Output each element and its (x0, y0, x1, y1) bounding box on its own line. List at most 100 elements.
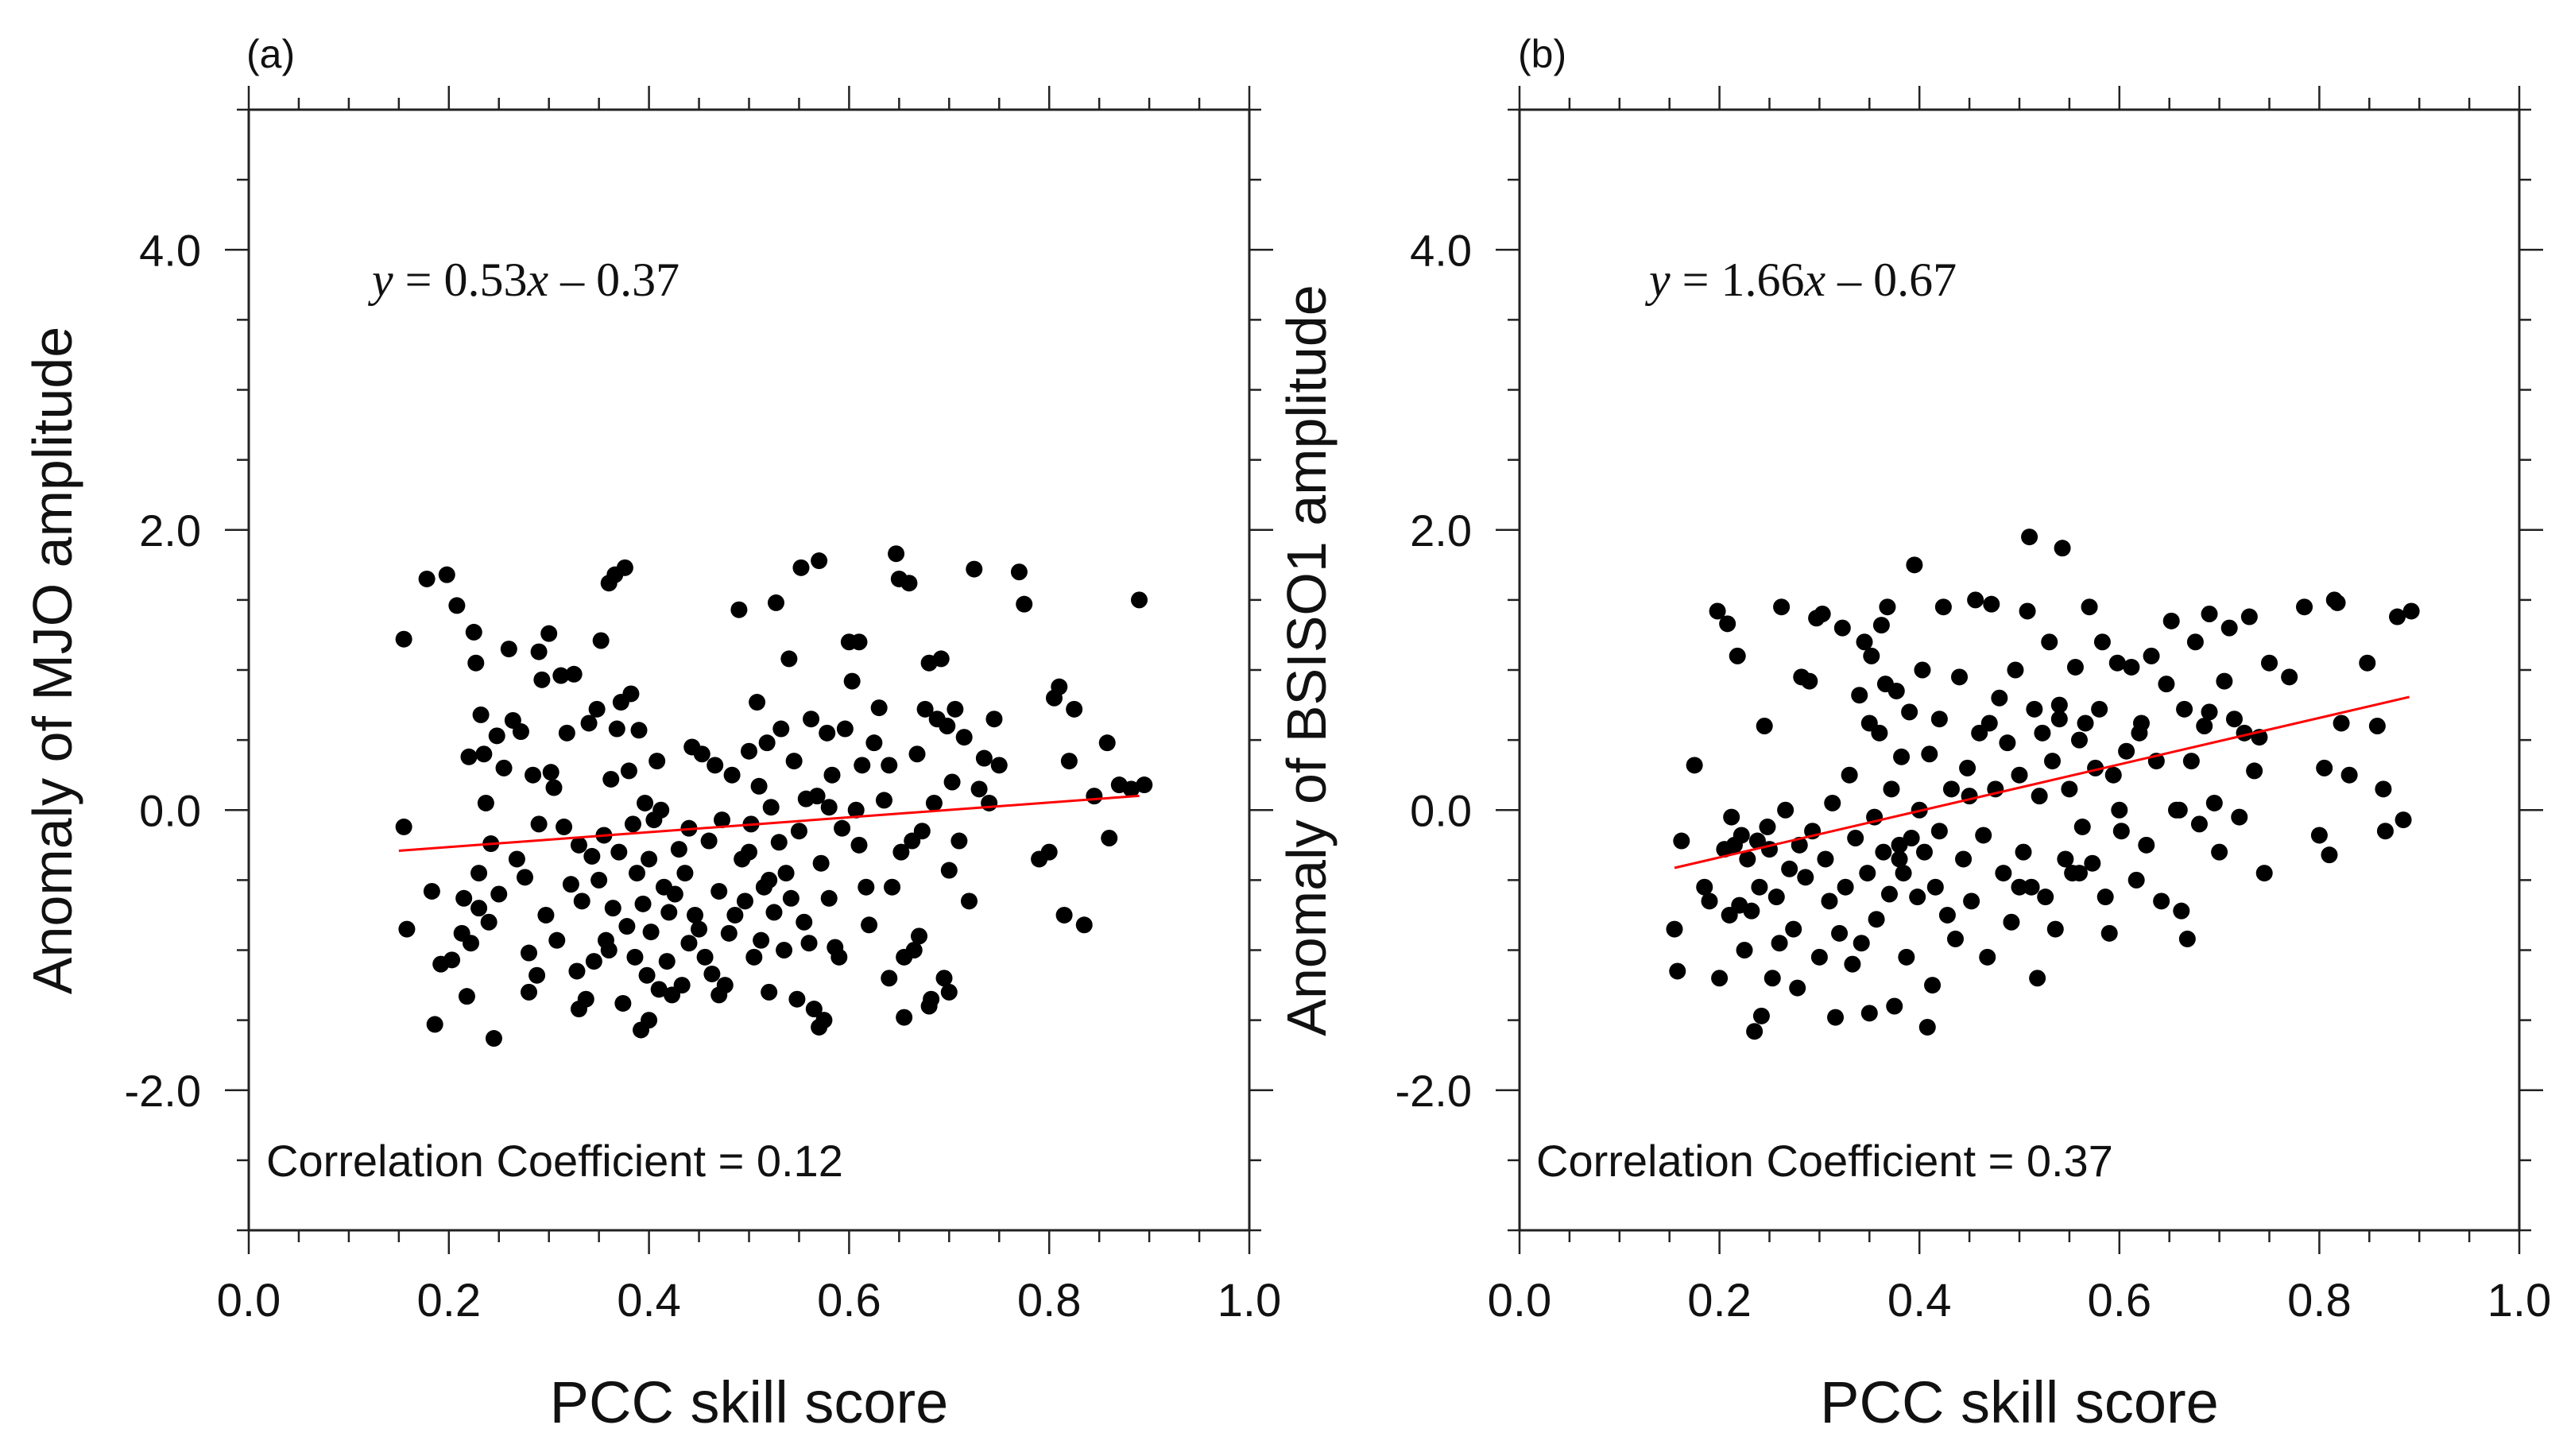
scatter-point (1016, 595, 1033, 613)
scatter-point (812, 854, 830, 872)
scatter-point (472, 706, 490, 723)
regression-equation: y = 0.53x – 0.37 (367, 254, 679, 306)
scatter-point (530, 815, 548, 833)
scatter-point (608, 720, 625, 738)
scatter-point (1814, 606, 1831, 622)
scatter-point (634, 895, 652, 912)
scatter-point (512, 723, 529, 741)
scatter-point (947, 700, 964, 718)
scatter-point (966, 560, 983, 578)
equation-part: y (367, 254, 393, 306)
scatter-point (1893, 748, 1911, 765)
equation-part: x (1803, 254, 1825, 306)
scatter-point (935, 970, 953, 987)
y-axis-label: Anomaly of BSISO1 amplitude (1276, 285, 1338, 1036)
scatter-point (455, 889, 473, 907)
scatter-point (1086, 788, 1103, 805)
scatter-point (1781, 860, 1798, 877)
scatter-point (981, 794, 998, 811)
y-tick-label: -2.0 (125, 1066, 202, 1116)
scatter-point (1859, 865, 1876, 882)
scatter-point (2087, 759, 2104, 776)
scatter-point (1906, 556, 1923, 574)
scatter-point (465, 623, 482, 641)
scatter-point (1860, 714, 1878, 732)
scatter-point (820, 799, 838, 816)
scatter-point (2019, 602, 2036, 620)
scatter-point (1942, 780, 1960, 798)
scatter-point (1903, 830, 1920, 846)
scatter-point (1817, 850, 1834, 868)
scatter-point (2046, 920, 2064, 938)
scatter-point (2205, 794, 2223, 811)
correlation-coefficient: Correlation Coefficient = 0.37 (1536, 1136, 2113, 1186)
scatter-point (749, 694, 766, 711)
scatter-point (1736, 942, 1753, 958)
x-axis-label: PCC skill score (550, 1369, 949, 1435)
regression-line (398, 794, 1140, 852)
y-axis-label: Anomaly of MJO amplitude (21, 327, 83, 994)
scatter-point (932, 650, 950, 668)
scatter-point (2091, 700, 2108, 718)
scatter-point (1851, 687, 1868, 704)
scatter-point (1122, 780, 1140, 798)
scatter-point (707, 757, 724, 774)
scatter-point (776, 942, 793, 958)
scatter-point (761, 871, 778, 889)
scatter-point (792, 559, 810, 576)
scatter-point (1098, 734, 1116, 752)
scatter-point (1847, 830, 1864, 846)
scatter-point (1751, 878, 1768, 896)
scatter-point (1991, 689, 2008, 707)
scatter-point (1797, 869, 1814, 886)
scatter-point (970, 780, 988, 798)
scatter-point (850, 836, 868, 854)
scatter-point (800, 935, 818, 952)
scatter-point (508, 850, 525, 868)
scatter-point (2077, 714, 2094, 732)
scatter-point (745, 948, 763, 966)
scatter-point (630, 722, 648, 739)
scatter-point (819, 724, 836, 742)
scatter-point (2201, 703, 2218, 721)
scatter-point (730, 601, 748, 618)
scatter-point (720, 924, 738, 942)
scatter-point (1934, 598, 1952, 616)
scatter-point (1055, 906, 1073, 924)
x-axis-label: PCC skill score (1820, 1369, 2219, 1435)
scatter-point (2296, 598, 2313, 616)
scatter-point (772, 720, 790, 738)
scatter-point (1921, 745, 1938, 763)
scatter-point (652, 801, 670, 819)
scatter-point (1777, 801, 1794, 819)
scatter-point (545, 779, 563, 796)
scatter-point (1669, 962, 1686, 980)
scatter-point (1983, 595, 2000, 613)
scatter-point (2333, 714, 2350, 732)
scatter-point (2216, 672, 2233, 690)
scatter-point (884, 878, 901, 896)
scatter-point (1880, 885, 1898, 903)
scatter-point (1853, 935, 1870, 952)
scatter-point (925, 794, 943, 811)
scatter-point (618, 918, 636, 935)
scatter-point (1764, 970, 1781, 987)
scatter-point (480, 913, 498, 931)
scatter-point (960, 893, 978, 910)
scatter-point (834, 819, 851, 837)
scatter-point (1673, 832, 1690, 850)
scatter-point (1872, 617, 1890, 634)
scatter-point (521, 983, 538, 1001)
scatter-point (865, 734, 883, 752)
equation-part: – 0.37 (548, 254, 679, 306)
y-tick-label: 4.0 (1410, 225, 1472, 275)
scatter-point (1833, 619, 1851, 637)
y-tick-label: 0.0 (1410, 785, 1472, 835)
scatter-point (573, 893, 590, 910)
scatter-point (875, 792, 892, 809)
scatter-point (2096, 889, 2114, 906)
scatter-point (1696, 878, 1713, 896)
scatter-point (570, 836, 587, 854)
scatter-point (920, 997, 938, 1015)
